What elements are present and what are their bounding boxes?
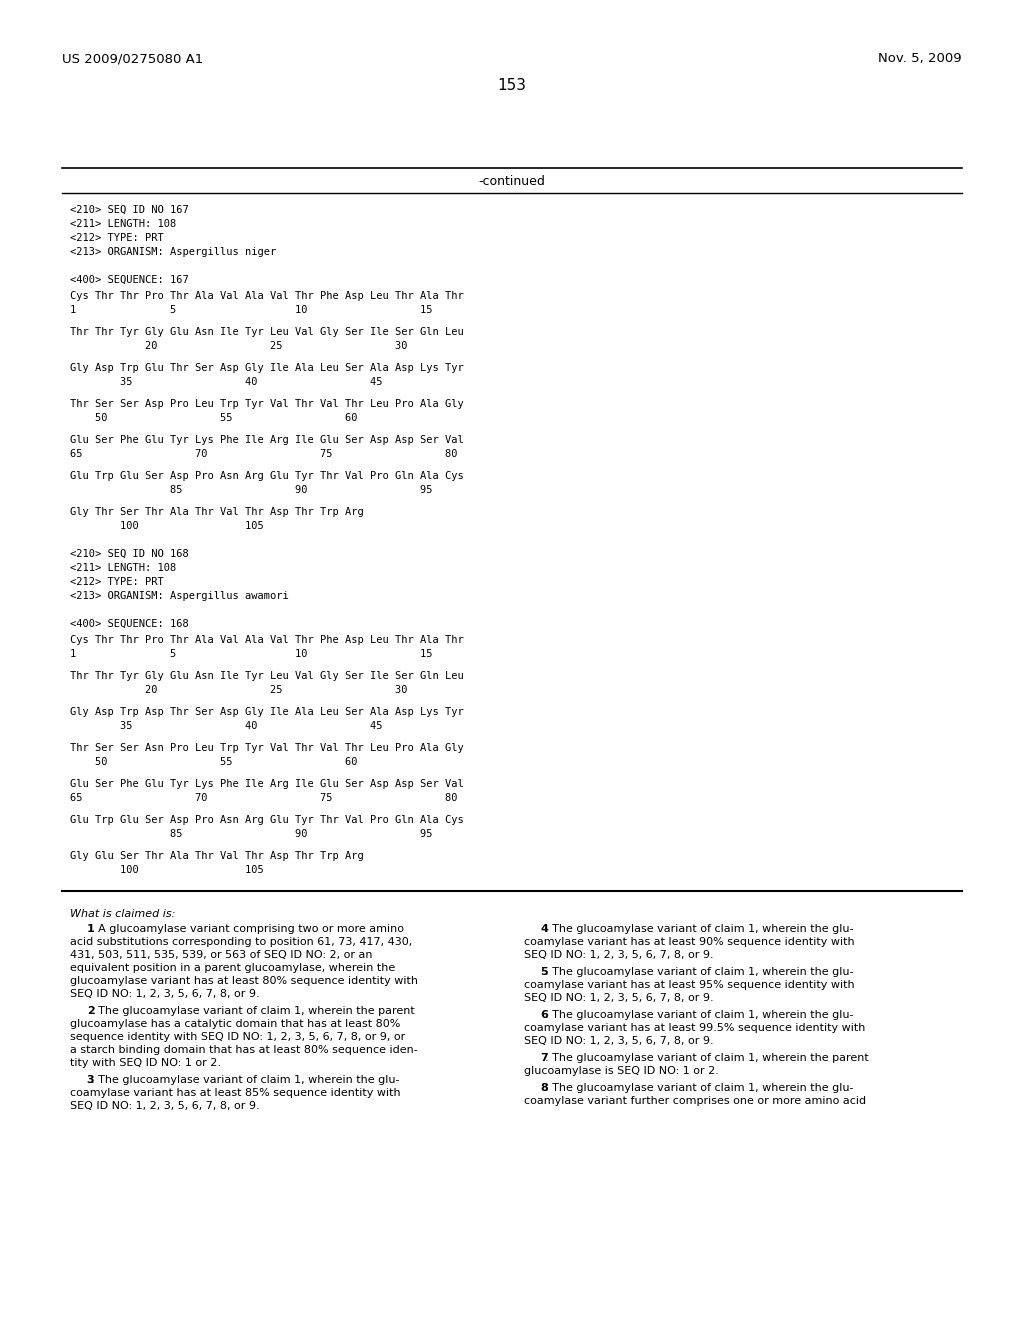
Text: . The glucoamylase variant of claim 1, wherein the glu-: . The glucoamylase variant of claim 1, w… (545, 1082, 853, 1093)
Text: . The glucoamylase variant of claim 1, wherein the parent: . The glucoamylase variant of claim 1, w… (545, 1053, 868, 1063)
Text: coamylase variant has at least 85% sequence identity with: coamylase variant has at least 85% seque… (70, 1088, 400, 1098)
Text: 100                 105: 100 105 (70, 521, 264, 531)
Text: 3: 3 (87, 1074, 94, 1085)
Text: 20                  25                  30: 20 25 30 (70, 341, 408, 351)
Text: Thr Ser Ser Asp Pro Leu Trp Tyr Val Thr Val Thr Leu Pro Ala Gly: Thr Ser Ser Asp Pro Leu Trp Tyr Val Thr … (70, 399, 464, 409)
Text: 85                  90                  95: 85 90 95 (70, 829, 432, 840)
Text: 1               5                   10                  15: 1 5 10 15 (70, 305, 432, 315)
Text: <400> SEQUENCE: 167: <400> SEQUENCE: 167 (70, 275, 188, 285)
Text: Glu Ser Phe Glu Tyr Lys Phe Ile Arg Ile Glu Ser Asp Asp Ser Val: Glu Ser Phe Glu Tyr Lys Phe Ile Arg Ile … (70, 779, 464, 789)
Text: <210> SEQ ID NO 167: <210> SEQ ID NO 167 (70, 205, 188, 215)
Text: 50                  55                  60: 50 55 60 (70, 413, 357, 422)
Text: 7: 7 (541, 1053, 549, 1063)
Text: Gly Asp Trp Glu Thr Ser Asp Gly Ile Ala Leu Ser Ala Asp Lys Tyr: Gly Asp Trp Glu Thr Ser Asp Gly Ile Ala … (70, 363, 464, 374)
Text: What is claimed is:: What is claimed is: (70, 909, 175, 919)
Text: SEQ ID NO: 1, 2, 3, 5, 6, 7, 8, or 9.: SEQ ID NO: 1, 2, 3, 5, 6, 7, 8, or 9. (70, 1101, 260, 1111)
Text: a starch binding domain that has at least 80% sequence iden-: a starch binding domain that has at leas… (70, 1045, 418, 1055)
Text: coamylase variant has at least 95% sequence identity with: coamylase variant has at least 95% seque… (524, 979, 855, 990)
Text: Thr Thr Tyr Gly Glu Asn Ile Tyr Leu Val Gly Ser Ile Ser Gln Leu: Thr Thr Tyr Gly Glu Asn Ile Tyr Leu Val … (70, 671, 464, 681)
Text: . The glucoamylase variant of claim 1, wherein the glu-: . The glucoamylase variant of claim 1, w… (545, 968, 853, 977)
Text: <213> ORGANISM: Aspergillus niger: <213> ORGANISM: Aspergillus niger (70, 247, 276, 257)
Text: coamylase variant further comprises one or more amino acid: coamylase variant further comprises one … (524, 1096, 866, 1106)
Text: 35                  40                  45: 35 40 45 (70, 378, 383, 387)
Text: 1: 1 (87, 924, 94, 935)
Text: 1               5                   10                  15: 1 5 10 15 (70, 649, 432, 659)
Text: 8: 8 (541, 1082, 549, 1093)
Text: Glu Trp Glu Ser Asp Pro Asn Arg Glu Tyr Thr Val Pro Gln Ala Cys: Glu Trp Glu Ser Asp Pro Asn Arg Glu Tyr … (70, 471, 464, 480)
Text: <211> LENGTH: 108: <211> LENGTH: 108 (70, 219, 176, 228)
Text: Glu Ser Phe Glu Tyr Lys Phe Ile Arg Ile Glu Ser Asp Asp Ser Val: Glu Ser Phe Glu Tyr Lys Phe Ile Arg Ile … (70, 436, 464, 445)
Text: glucoamylase has a catalytic domain that has at least 80%: glucoamylase has a catalytic domain that… (70, 1019, 400, 1030)
Text: Cys Thr Thr Pro Thr Ala Val Ala Val Thr Phe Asp Leu Thr Ala Thr: Cys Thr Thr Pro Thr Ala Val Ala Val Thr … (70, 290, 464, 301)
Text: 153: 153 (498, 78, 526, 92)
Text: 50                  55                  60: 50 55 60 (70, 756, 357, 767)
Text: <212> TYPE: PRT: <212> TYPE: PRT (70, 577, 164, 587)
Text: 65                  70                  75                  80: 65 70 75 80 (70, 449, 458, 459)
Text: <213> ORGANISM: Aspergillus awamori: <213> ORGANISM: Aspergillus awamori (70, 591, 289, 601)
Text: coamylase variant has at least 90% sequence identity with: coamylase variant has at least 90% seque… (524, 937, 855, 946)
Text: <212> TYPE: PRT: <212> TYPE: PRT (70, 234, 164, 243)
Text: Thr Thr Tyr Gly Glu Asn Ile Tyr Leu Val Gly Ser Ile Ser Gln Leu: Thr Thr Tyr Gly Glu Asn Ile Tyr Leu Val … (70, 327, 464, 337)
Text: 5: 5 (541, 968, 548, 977)
Text: 65                  70                  75                  80: 65 70 75 80 (70, 793, 458, 803)
Text: 100                 105: 100 105 (70, 865, 264, 875)
Text: <400> SEQUENCE: 168: <400> SEQUENCE: 168 (70, 619, 188, 630)
Text: sequence identity with SEQ ID NO: 1, 2, 3, 5, 6, 7, 8, or 9, or: sequence identity with SEQ ID NO: 1, 2, … (70, 1032, 406, 1041)
Text: Nov. 5, 2009: Nov. 5, 2009 (879, 51, 962, 65)
Text: SEQ ID NO: 1, 2, 3, 5, 6, 7, 8, or 9.: SEQ ID NO: 1, 2, 3, 5, 6, 7, 8, or 9. (524, 993, 714, 1003)
Text: SEQ ID NO: 1, 2, 3, 5, 6, 7, 8, or 9.: SEQ ID NO: 1, 2, 3, 5, 6, 7, 8, or 9. (524, 1036, 714, 1045)
Text: . A glucoamylase variant comprising two or more amino: . A glucoamylase variant comprising two … (91, 924, 403, 935)
Text: 4: 4 (541, 924, 549, 935)
Text: 85                  90                  95: 85 90 95 (70, 484, 432, 495)
Text: Gly Glu Ser Thr Ala Thr Val Thr Asp Thr Trp Arg: Gly Glu Ser Thr Ala Thr Val Thr Asp Thr … (70, 851, 364, 861)
Text: 431, 503, 511, 535, 539, or 563 of SEQ ID NO: 2, or an: 431, 503, 511, 535, 539, or 563 of SEQ I… (70, 950, 373, 960)
Text: <210> SEQ ID NO 168: <210> SEQ ID NO 168 (70, 549, 188, 558)
Text: . The glucoamylase variant of claim 1, wherein the glu-: . The glucoamylase variant of claim 1, w… (91, 1074, 399, 1085)
Text: tity with SEQ ID NO: 1 or 2.: tity with SEQ ID NO: 1 or 2. (70, 1059, 221, 1068)
Text: 6: 6 (541, 1010, 549, 1020)
Text: Gly Asp Trp Asp Thr Ser Asp Gly Ile Ala Leu Ser Ala Asp Lys Tyr: Gly Asp Trp Asp Thr Ser Asp Gly Ile Ala … (70, 708, 464, 717)
Text: glucoamylase is SEQ ID NO: 1 or 2.: glucoamylase is SEQ ID NO: 1 or 2. (524, 1067, 719, 1076)
Text: <211> LENGTH: 108: <211> LENGTH: 108 (70, 564, 176, 573)
Text: 2: 2 (87, 1006, 94, 1016)
Text: SEQ ID NO: 1, 2, 3, 5, 6, 7, 8, or 9.: SEQ ID NO: 1, 2, 3, 5, 6, 7, 8, or 9. (70, 989, 260, 999)
Text: coamylase variant has at least 99.5% sequence identity with: coamylase variant has at least 99.5% seq… (524, 1023, 865, 1034)
Text: Glu Trp Glu Ser Asp Pro Asn Arg Glu Tyr Thr Val Pro Gln Ala Cys: Glu Trp Glu Ser Asp Pro Asn Arg Glu Tyr … (70, 814, 464, 825)
Text: 35                  40                  45: 35 40 45 (70, 721, 383, 731)
Text: SEQ ID NO: 1, 2, 3, 5, 6, 7, 8, or 9.: SEQ ID NO: 1, 2, 3, 5, 6, 7, 8, or 9. (524, 950, 714, 960)
Text: -continued: -continued (478, 176, 546, 187)
Text: . The glucoamylase variant of claim 1, wherein the parent: . The glucoamylase variant of claim 1, w… (91, 1006, 415, 1016)
Text: 20                  25                  30: 20 25 30 (70, 685, 408, 696)
Text: . The glucoamylase variant of claim 1, wherein the glu-: . The glucoamylase variant of claim 1, w… (545, 924, 853, 935)
Text: Cys Thr Thr Pro Thr Ala Val Ala Val Thr Phe Asp Leu Thr Ala Thr: Cys Thr Thr Pro Thr Ala Val Ala Val Thr … (70, 635, 464, 645)
Text: Thr Ser Ser Asn Pro Leu Trp Tyr Val Thr Val Thr Leu Pro Ala Gly: Thr Ser Ser Asn Pro Leu Trp Tyr Val Thr … (70, 743, 464, 752)
Text: equivalent position in a parent glucoamylase, wherein the: equivalent position in a parent glucoamy… (70, 964, 395, 973)
Text: glucoamylase variant has at least 80% sequence identity with: glucoamylase variant has at least 80% se… (70, 975, 418, 986)
Text: acid substitutions corresponding to position 61, 73, 417, 430,: acid substitutions corresponding to posi… (70, 937, 413, 946)
Text: . The glucoamylase variant of claim 1, wherein the glu-: . The glucoamylase variant of claim 1, w… (545, 1010, 853, 1020)
Text: Gly Thr Ser Thr Ala Thr Val Thr Asp Thr Trp Arg: Gly Thr Ser Thr Ala Thr Val Thr Asp Thr … (70, 507, 364, 517)
Text: US 2009/0275080 A1: US 2009/0275080 A1 (62, 51, 203, 65)
